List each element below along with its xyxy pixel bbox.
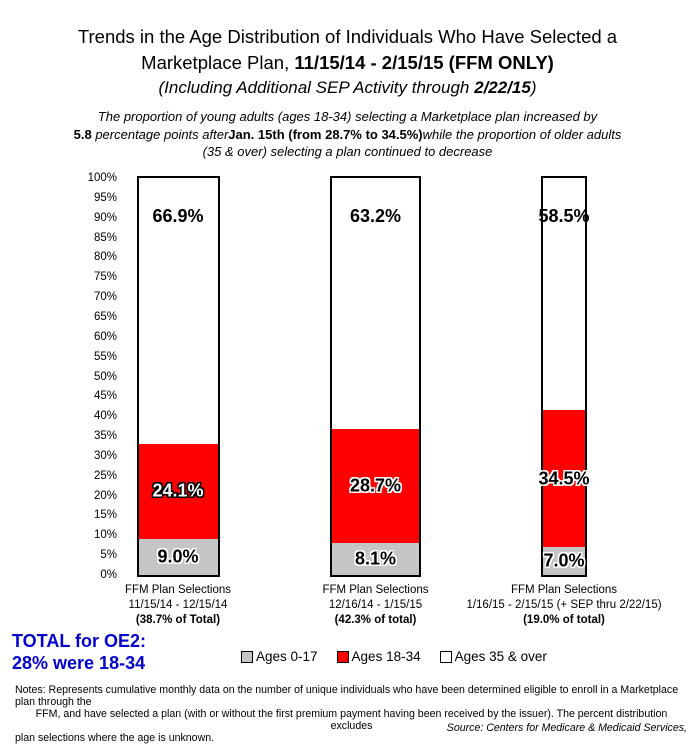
legend-swatch-icon <box>336 650 349 663</box>
notes-line1: Notes: Represents cumulative monthly dat… <box>15 684 679 708</box>
segment-value-label: 28.7% <box>349 475 402 496</box>
legend-swatch-icon <box>241 650 253 663</box>
segment-ages-35-over-bar-3: 58.5% <box>538 178 590 411</box>
x-axis-label-line3: (19.0% of total) <box>523 614 605 626</box>
legend-label: Ages 0-17 <box>256 649 318 664</box>
subtitle-text: The proportion of young adults (ages 18-… <box>97 109 598 124</box>
y-tick-label-75: 75% <box>93 271 117 284</box>
x-axis-label-line1: FFM Plan Selections <box>510 584 618 596</box>
legend-label: Ages 18-34 <box>351 649 421 664</box>
chart-title-line3: (Including Additional SEP Activity throu… <box>0 78 695 98</box>
y-tick-label-55: 55% <box>93 350 117 363</box>
x-axis-label-3: FFM Plan Selections 1/16/15 - 2/15/15 (+ … <box>434 583 694 628</box>
notes: Notes: Represents cumulative monthly dat… <box>15 684 688 744</box>
y-tick-label-25: 25% <box>93 469 117 482</box>
segment-value-label: 63.2% <box>349 206 402 226</box>
legend-item-ages-18-34: Ages 18-34 <box>336 649 421 664</box>
x-axis-label-line3: (38.7% of Total) <box>135 614 221 626</box>
x-axis-label-2: FFM Plan Selections 12/16/14 - 1/15/15 (42… <box>246 583 506 628</box>
subtitle-text: (35 & over) selecting a plan continued t… <box>202 144 493 159</box>
segment-ages-0-17-bar-3: 7.0% <box>543 547 585 575</box>
segment-ages-35-over-bar-2: 63.2% <box>332 178 419 429</box>
sep-note-date: 2/22/15 <box>474 78 531 97</box>
source-text: Source: Centers for Medicare & Medicaid … <box>446 722 687 734</box>
y-tick-label-40: 40% <box>93 410 117 423</box>
segment-ages-0-17-bar-1: 9.0% <box>138 539 218 575</box>
subtitle-figure: 5.8 <box>73 126 92 142</box>
x-axis-label-line1: FFM Plan Selections <box>322 584 429 596</box>
subtitle-line1: The proportion of young adults (ages 18-… <box>0 108 695 126</box>
y-tick-label-100: 100% <box>87 172 117 184</box>
title-text: Trends in the Age Distribution of Indivi… <box>77 26 618 47</box>
y-tick-label-50: 50% <box>93 370 117 383</box>
y-tick-label-35: 35% <box>93 430 117 443</box>
subtitle-text: while the proportion of older adults <box>422 126 622 142</box>
legend-label: Ages 35 & over <box>454 649 547 664</box>
x-axis-label-line1: FFM Plan Selections <box>124 584 232 596</box>
notes-line2: FFM, and have selected a plan (with or w… <box>35 708 668 732</box>
legend-item-ages-35-over: Ages 35 & over <box>439 649 547 664</box>
segment-value-label: 9.0% <box>157 546 199 567</box>
title-date-range: 11/15/14 - 2/15/15 (FFM ONLY) <box>294 52 554 73</box>
y-tick-label-65: 65% <box>93 310 117 323</box>
subtitle-line2: 5.8 percentage points afterJan. 15th (fr… <box>0 126 695 144</box>
y-tick-label-15: 15% <box>93 509 117 522</box>
chart-subtitle: The proportion of young adults (ages 18-… <box>0 108 695 161</box>
y-tick-label-30: 30% <box>93 449 117 462</box>
stacked-bar-3: 58.5% 34.5% 7.0% <box>538 176 590 577</box>
stacked-bar-1: 66.9% 24.1% 9.0% <box>136 176 220 577</box>
legend: Ages 0-17 Ages 18-34 Ages 35 & over <box>241 649 566 664</box>
segment-value-label: 66.9% <box>152 206 204 226</box>
segment-ages-0-17-bar-2: 8.1% <box>332 542 419 575</box>
x-axis-label-line2: 11/15/14 - 12/15/14 <box>128 599 228 611</box>
segment-value-label: 58.5% <box>538 206 590 226</box>
y-tick-label-95: 95% <box>93 191 117 204</box>
chart-title-line1: Trends in the Age Distribution of Indivi… <box>0 26 695 48</box>
segment-value-label: 24.1% <box>152 480 204 501</box>
total-oe2-note: TOTAL for OE2: 28% were 18-34 <box>12 630 146 674</box>
y-tick-label-60: 60% <box>93 330 117 343</box>
x-axis-label-1: FFM Plan Selections 11/15/14 - 12/15/14 (3… <box>48 583 308 628</box>
total-oe2-line2: 28% were 18-34 <box>12 653 146 673</box>
sep-note-close: ) <box>530 78 537 97</box>
y-tick-label-20: 20% <box>93 489 117 502</box>
y-tick-label-0: 0% <box>100 569 117 581</box>
y-tick-label-5: 5% <box>100 549 117 562</box>
segment-value-label: 7.0% <box>543 550 585 571</box>
source-credit: Source: Centers for Medicare & Medicaid … <box>447 722 687 734</box>
legend-swatch-icon <box>439 650 452 663</box>
x-axis-label-line2: 12/16/14 - 1/15/15 <box>328 599 423 611</box>
segment-value-label: 34.5% <box>538 468 590 489</box>
title-text: Marketplace Plan, <box>141 52 295 73</box>
segment-ages-18-34-bar-1: 24.1% <box>138 443 218 540</box>
total-oe2-line1: TOTAL for OE2: <box>12 631 147 651</box>
y-tick-label-70: 70% <box>93 291 117 304</box>
x-axis-label-line3: (42.3% of total) <box>334 614 417 626</box>
notes-line3: plan selections where the age is unknown… <box>15 732 215 744</box>
y-tick-label-10: 10% <box>93 529 117 542</box>
segment-ages-35-over-bar-1: 66.9% <box>138 178 218 444</box>
segment-value-label: 8.1% <box>354 548 397 569</box>
sep-note-text: (Including Additional SEP Activity throu… <box>158 78 475 97</box>
subtitle-line3: (35 & over) selecting a plan continued t… <box>0 143 695 161</box>
x-axis-label-line2: 1/16/15 - 2/15/15 (+ SEP thru 2/22/15) <box>466 599 662 611</box>
y-tick-label-45: 45% <box>93 390 117 403</box>
legend-item-ages-0-17: Ages 0-17 <box>241 649 318 664</box>
segment-ages-18-34-bar-2: 28.7% <box>332 428 419 543</box>
y-tick-label-80: 80% <box>93 251 117 264</box>
chart-title-line2: Marketplace Plan, 11/15/14 - 2/15/15 (FF… <box>0 52 695 74</box>
subtitle-text: percentage points after <box>91 126 229 142</box>
subtitle-jan15-note: Jan. 15th (from 28.7% to 34.5%) <box>228 126 423 142</box>
y-tick-label-90: 90% <box>93 211 117 224</box>
segment-ages-18-34-bar-3: 34.5% <box>538 410 590 548</box>
y-tick-label-85: 85% <box>93 231 117 244</box>
stacked-bar-2: 63.2% 28.7% 8.1% <box>330 176 421 577</box>
